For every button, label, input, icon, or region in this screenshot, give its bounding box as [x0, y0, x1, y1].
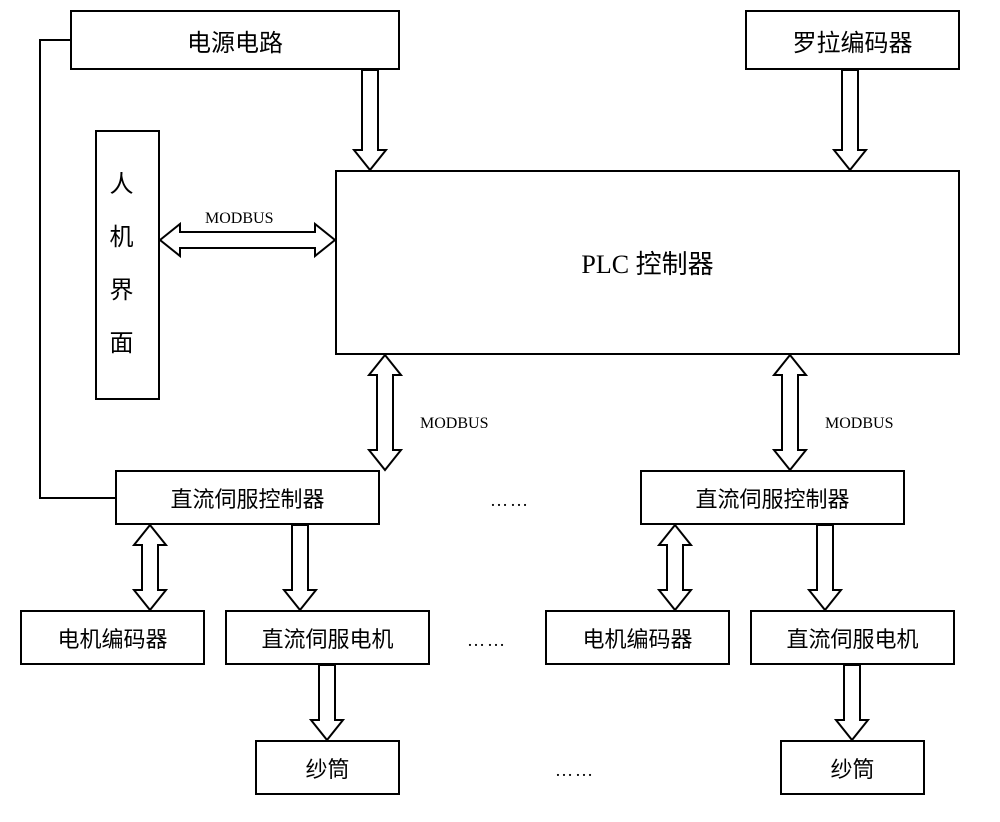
arrow-plc_servo_r	[774, 355, 806, 470]
arrow-power_to_plc	[354, 70, 386, 170]
arrow-ctrl_to_mot_l	[284, 525, 316, 610]
arrow-mot_to_bob_l	[311, 665, 343, 740]
arrows-layer	[0, 0, 1000, 822]
arrow-enc_r_up	[659, 525, 691, 610]
arrow-plc_servo_l	[369, 355, 401, 470]
arrow-hmi_plc	[160, 224, 335, 256]
arrow-enc_to_plc	[834, 70, 866, 170]
arrow-ctrl_to_mot_r	[809, 525, 841, 610]
arrow-mot_to_bob_r	[836, 665, 868, 740]
arrow-enc_l_up	[134, 525, 166, 610]
